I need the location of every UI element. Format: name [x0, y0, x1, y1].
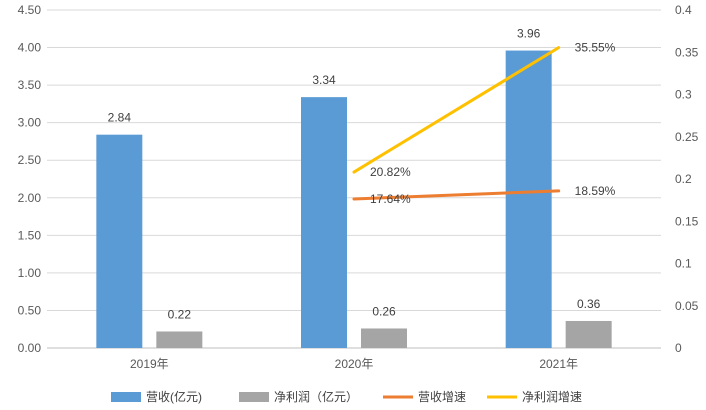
right-tick-label: 0.3: [675, 88, 692, 102]
legend: 营收(亿元) 净利润（亿元） 营收增速 净利润增速: [111, 389, 582, 404]
right-tick-label: 0: [675, 341, 682, 355]
line-data-label: 20.82%: [370, 165, 411, 179]
legend-label: 净利润（亿元）: [274, 389, 358, 404]
right-tick-label: 0.2: [675, 172, 692, 186]
left-tick-label: 4.50: [18, 3, 42, 17]
line-data-label: 35.55%: [575, 41, 616, 55]
bar-data-label: 0.26: [372, 304, 396, 318]
left-tick-label: 2.50: [18, 153, 42, 167]
bar: [565, 320, 612, 348]
left-tick-label: 1.00: [18, 266, 42, 280]
left-tick-label: 3.00: [18, 116, 42, 130]
left-tick-label: 4.00: [18, 41, 42, 55]
left-tick-label: 3.50: [18, 78, 42, 92]
data-labels: 2.84 3.34 3.96 0.22 0.26 0.36 17.64% 18.59% 20.8…: [108, 27, 616, 322]
right-tick-label: 0.25: [675, 130, 699, 144]
bar: [96, 134, 143, 348]
left-tick-label: 0.00: [18, 341, 42, 355]
left-tick-label: 2.00: [18, 191, 42, 205]
right-tick-label: 0.1: [675, 257, 692, 271]
bar-data-label: 3.34: [312, 73, 336, 87]
right-axis-ticks: 0 0.05 0.1 0.15 0.2 0.25 0.3 0.35 0.4: [675, 3, 699, 355]
right-tick-label: 0.35: [675, 45, 699, 59]
series-line: [352, 46, 561, 174]
legend-swatch: [239, 392, 269, 402]
bar-data-label: 0.22: [168, 307, 192, 321]
bar-data-label: 2.84: [108, 111, 132, 125]
legend-swatch: [111, 392, 141, 402]
series-line: [352, 189, 561, 201]
right-tick-label: 0.4: [675, 3, 692, 17]
x-category-label: 2019年: [130, 357, 169, 371]
bar: [301, 97, 347, 348]
line-data-label: 17.64%: [370, 192, 411, 206]
bar: [361, 328, 407, 348]
right-tick-label: 0.15: [675, 214, 699, 228]
bar: [505, 50, 552, 349]
left-tick-label: 1.50: [18, 228, 42, 242]
bars: [96, 50, 612, 349]
right-tick-label: 0.05: [675, 299, 699, 313]
bar-data-label: 3.96: [517, 27, 541, 41]
bar: [156, 331, 203, 348]
growth-lines: [352, 46, 561, 201]
line-data-label: 18.59%: [575, 184, 616, 198]
legend-label: 营收(亿元): [146, 389, 202, 404]
x-axis-categories: 2019年 2020年 2021年: [130, 357, 578, 371]
legend-label: 营收增速: [418, 390, 466, 404]
x-category-label: 2020年: [335, 357, 374, 371]
left-axis-ticks: 0.00 0.50 1.00 1.50 2.00 2.50 3.00 3.50 4.00 4.50: [18, 3, 42, 355]
bar-data-label: 0.36: [577, 297, 601, 311]
legend-label: 净利润增速: [522, 390, 582, 404]
left-tick-label: 0.50: [18, 303, 42, 317]
x-category-label: 2021年: [539, 357, 578, 371]
